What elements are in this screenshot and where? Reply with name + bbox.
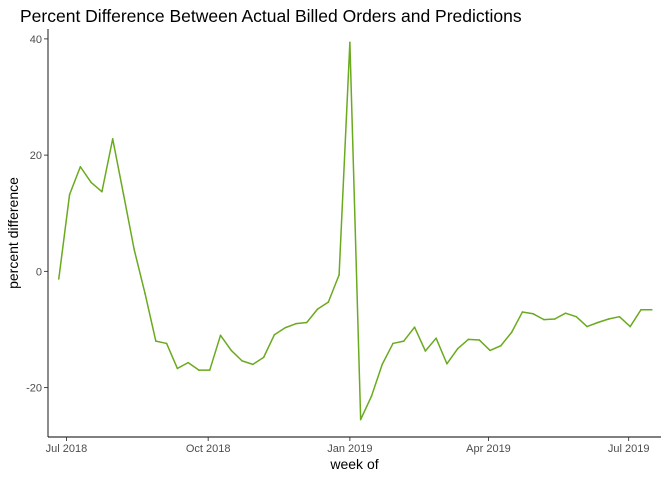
- data-point: [349, 41, 351, 44]
- data-point: [241, 360, 243, 362]
- data-point: [500, 344, 502, 347]
- y-tick-label: 40: [30, 34, 42, 46]
- data-point: [413, 326, 416, 328]
- y-axis-title: percent difference: [5, 177, 21, 289]
- data-point: [564, 312, 567, 315]
- data-point: [144, 292, 146, 295]
- data-point: [176, 367, 179, 370]
- y-tick-label: 0: [36, 266, 42, 278]
- x-tick-label: Jul 2019: [608, 443, 650, 455]
- data-point: [273, 333, 276, 336]
- data-point: [230, 349, 233, 352]
- data-point: [521, 311, 524, 313]
- data-point: [607, 318, 610, 320]
- data-point: [90, 181, 92, 184]
- data-point: [111, 138, 114, 140]
- data-point: [165, 342, 168, 345]
- data-point: [338, 274, 340, 276]
- data-point: [553, 318, 556, 320]
- y-tick-label: 20: [30, 150, 42, 162]
- data-point: [402, 340, 405, 342]
- data-point: [435, 337, 437, 339]
- data-point: [640, 308, 642, 311]
- data-point: [532, 312, 534, 315]
- data-point: [101, 190, 103, 193]
- data-point: [262, 356, 265, 359]
- data-point: [597, 321, 599, 324]
- data-point: [381, 363, 384, 366]
- data-point: [489, 349, 491, 352]
- data-point: [316, 308, 319, 310]
- series-line: [58, 41, 652, 421]
- data-point: [650, 308, 653, 311]
- data-point: [456, 347, 459, 350]
- data-point: [629, 325, 631, 328]
- data-point: [467, 338, 470, 341]
- data-point: [122, 193, 125, 195]
- y-tick-label: -20: [26, 383, 42, 395]
- data-point: [575, 315, 578, 318]
- data-point: [370, 395, 373, 398]
- data-point: [208, 369, 211, 371]
- data-point: [305, 321, 308, 324]
- data-point: [252, 363, 254, 366]
- data-point: [327, 301, 330, 303]
- data-point: [543, 318, 545, 321]
- plot-area: [57, 41, 653, 421]
- data-point: [198, 369, 200, 371]
- data-point: [284, 326, 286, 329]
- data-point: [478, 339, 481, 341]
- data-point: [392, 342, 394, 345]
- data-point: [510, 331, 513, 334]
- x-axis-ticks: Jul 2018 Oct 2018 Jan 2019 Apr 2019 Jul 2019: [46, 437, 650, 455]
- data-point: [219, 334, 222, 337]
- x-tick-label: Jan 2019: [327, 443, 372, 455]
- data-point: [79, 165, 82, 168]
- data-point: [295, 322, 297, 325]
- data-point: [187, 361, 189, 364]
- data-point: [424, 350, 427, 352]
- data-point: [155, 340, 157, 342]
- data-point: [359, 418, 362, 421]
- data-point: [446, 362, 448, 365]
- data-point: [586, 325, 588, 328]
- chart-title: Percent Difference Between Actual Billed…: [20, 6, 522, 26]
- data-point: [68, 193, 71, 196]
- data-point: [618, 315, 621, 318]
- data-point: [133, 249, 136, 251]
- x-tick-label: Oct 2018: [186, 443, 231, 455]
- x-tick-label: Apr 2019: [466, 443, 511, 455]
- x-axis-title: week of: [329, 456, 378, 472]
- x-tick-label: Jul 2018: [46, 443, 88, 455]
- data-point: [57, 278, 60, 280]
- y-axis-ticks: -20 0 20 40: [26, 34, 48, 395]
